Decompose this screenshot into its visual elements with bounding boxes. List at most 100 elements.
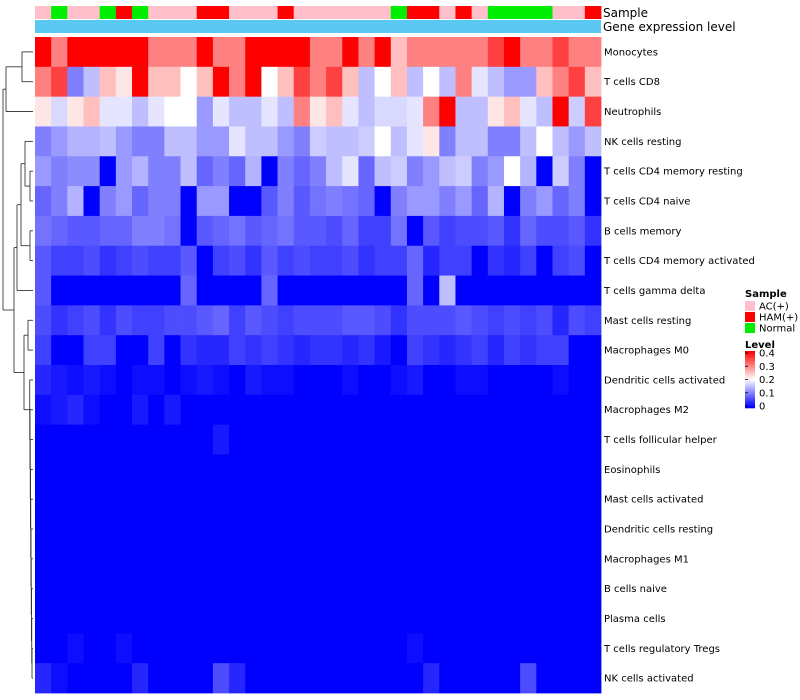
heatmap-cell [245, 245, 262, 276]
legend-colorbar-step [745, 386, 755, 389]
heatmap-cell [552, 37, 570, 68]
heatmap-cell [99, 96, 117, 127]
heatmap-cell [423, 215, 440, 247]
sample-annot-cell [406, 6, 424, 19]
heatmap-cell [520, 96, 537, 127]
sample-annot-cell [148, 6, 165, 19]
heatmap-cell [326, 573, 343, 604]
row-label-b-cells-memory: B cells memory [604, 226, 681, 237]
legend-sample-title: Sample [745, 289, 787, 300]
heatmap-cell [229, 335, 246, 366]
heatmap-cell [115, 543, 133, 575]
heatmap-cell [180, 603, 198, 634]
heatmap-cell [471, 543, 489, 575]
heatmap-cell [406, 454, 424, 485]
heatmap-cell [584, 603, 602, 634]
heatmap-cell [503, 96, 521, 127]
heatmap-cell [471, 186, 489, 217]
heatmap-cell [552, 335, 570, 366]
heatmap-cell [115, 424, 133, 455]
heatmap-cell [180, 454, 198, 485]
heatmap-cell [277, 454, 295, 485]
heatmap-cell [390, 484, 408, 515]
heatmap-cell [83, 305, 101, 336]
heatmap-cell [196, 66, 214, 98]
heatmap-cell [536, 484, 553, 515]
heatmap-cell [293, 633, 311, 664]
heatmap-cell [536, 424, 553, 455]
heatmap-cell [358, 335, 375, 366]
heatmap-cell [277, 37, 295, 68]
heatmap-cell [35, 543, 52, 575]
row-label-macrophages-m1: Macrophages M1 [604, 554, 689, 565]
legend-colorbar-step [745, 353, 755, 356]
heatmap-cell [520, 37, 537, 68]
heatmap-cell [503, 156, 521, 187]
heatmap-cell [568, 126, 586, 157]
legend-colorbar-step [745, 372, 755, 375]
legend-colorbar-step [745, 390, 755, 393]
heatmap-cell [503, 66, 521, 98]
heatmap-cell [229, 275, 246, 306]
heatmap-cell [115, 454, 133, 485]
heatmap-cell [439, 156, 456, 187]
heatmap-cell [99, 186, 117, 217]
heatmap-cell [406, 186, 424, 217]
heatmap-cell [196, 335, 214, 366]
heatmap-cell [212, 603, 230, 634]
heatmap-cell [584, 663, 602, 694]
row-label-t-cells-follicular-helper: T cells follicular helper [603, 435, 718, 446]
heatmap-cell [180, 573, 198, 604]
heatmap-cell [293, 394, 311, 426]
heatmap-cell [229, 663, 246, 694]
heatmap-cell [406, 543, 424, 575]
heatmap-cell [99, 156, 117, 187]
heatmap-cell [326, 335, 343, 366]
heatmap-cell [261, 603, 278, 634]
heatmap-cell [358, 394, 375, 426]
heatmap-cell [342, 335, 359, 366]
heatmap-cell [455, 394, 473, 426]
heatmap-cell [67, 454, 84, 485]
heatmap-cell [245, 603, 262, 634]
heatmap-cell [503, 573, 521, 604]
heatmap-cell [374, 514, 392, 545]
row-label-macrophages-m2: Macrophages M2 [604, 405, 689, 416]
heatmap-cell [374, 603, 392, 634]
heatmap-cell [342, 424, 359, 455]
heatmap-cell [309, 365, 327, 396]
heatmap-cell [374, 96, 392, 127]
heatmap-cell [423, 245, 440, 276]
heatmap-cell [196, 126, 214, 157]
heatmap-cell [584, 66, 602, 98]
heatmap-cell [212, 484, 230, 515]
heatmap-cell [568, 633, 586, 664]
heatmap-cell [277, 573, 295, 604]
heatmap-cell [83, 394, 101, 426]
heatmap-cell [503, 484, 521, 515]
legend-colorbar-step [745, 360, 755, 363]
row-label-dendritic-cells-activated: Dendritic cells activated [604, 375, 725, 386]
heatmap-cell [148, 633, 165, 664]
heatmap-cell [51, 394, 68, 426]
heatmap-cell [35, 215, 52, 247]
heatmap-cell [212, 126, 230, 157]
heatmap-cell [132, 305, 149, 336]
heatmap-cell [439, 126, 456, 157]
legend-colorbar-step [745, 389, 755, 392]
heatmap-cell [520, 275, 537, 306]
heatmap-cell [180, 663, 198, 694]
heatmap-cell [245, 96, 262, 127]
heatmap-cell [536, 126, 553, 157]
heatmap-cell [342, 66, 359, 98]
heatmap-cell [471, 365, 489, 396]
heatmap-cell [83, 275, 101, 306]
heatmap-cell [245, 37, 262, 68]
heatmap-cell [568, 603, 586, 634]
heatmap-cell [358, 275, 375, 306]
heatmap-cell [212, 335, 230, 366]
heatmap-cell [35, 37, 52, 68]
heatmap-cell [374, 424, 392, 455]
row-label-neutrophils: Neutrophils [604, 107, 661, 118]
